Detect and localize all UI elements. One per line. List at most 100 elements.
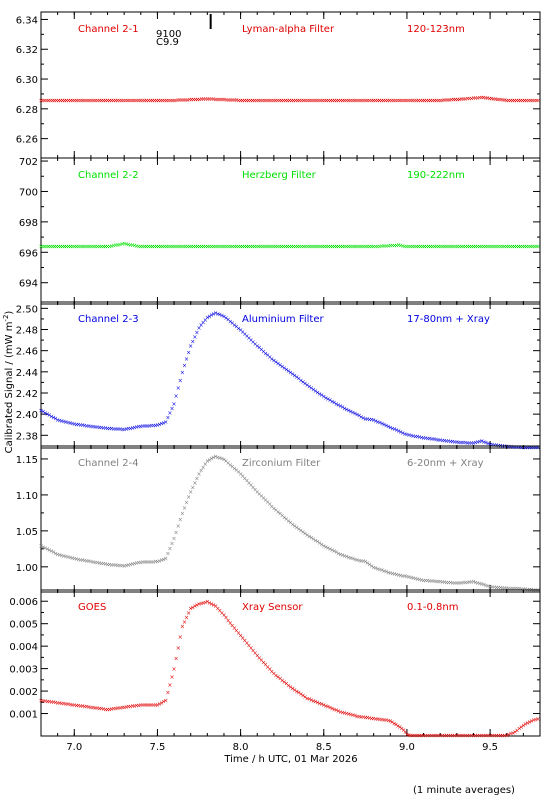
data-point: × xyxy=(155,559,160,566)
data-point: × xyxy=(232,322,237,329)
panel-label-1: Channel 2-4 xyxy=(78,458,139,469)
data-point: × xyxy=(479,732,484,739)
data-point: × xyxy=(463,440,468,447)
data-point: × xyxy=(508,444,513,451)
data-point: × xyxy=(258,97,263,104)
data-point: × xyxy=(72,97,77,104)
data-point: × xyxy=(194,329,199,336)
data-point: × xyxy=(402,97,407,104)
data-point: × xyxy=(515,727,520,734)
data-point: × xyxy=(299,97,304,104)
data-point: × xyxy=(179,244,184,251)
data-point: × xyxy=(80,422,85,429)
data-point: × xyxy=(375,243,380,250)
data-point: × xyxy=(242,97,247,104)
data-point: × xyxy=(150,97,155,104)
x-tick-label: 8.0 xyxy=(233,742,249,753)
data-point: × xyxy=(510,444,515,451)
data-point: × xyxy=(120,426,125,433)
data-point: × xyxy=(269,356,274,363)
data-point: × xyxy=(432,244,437,251)
data-point: × xyxy=(117,563,122,570)
data-point: × xyxy=(520,244,525,251)
data-point: × xyxy=(519,724,524,731)
y-tick-label: 6.32 xyxy=(16,45,38,56)
data-point: × xyxy=(303,530,308,537)
data-point: × xyxy=(473,244,478,251)
data-point: × xyxy=(201,600,206,607)
data-point: × xyxy=(153,702,158,709)
y-tick-label: 0.004 xyxy=(9,642,38,653)
data-point: × xyxy=(151,702,156,709)
data-point: × xyxy=(254,244,259,251)
data-point: × xyxy=(395,723,400,730)
data-point: × xyxy=(446,438,451,445)
data-point: × xyxy=(467,579,472,586)
data-point: × xyxy=(276,509,281,516)
data-point: × xyxy=(300,379,305,386)
data-point: × xyxy=(269,503,274,510)
data-point: × xyxy=(409,433,414,440)
data-point: × xyxy=(517,586,522,593)
data-point: × xyxy=(263,662,268,669)
data-point: × xyxy=(305,532,310,539)
data-point: × xyxy=(300,529,305,536)
data-point: × xyxy=(506,244,511,251)
data-point: × xyxy=(332,400,337,407)
data-point: × xyxy=(153,559,158,566)
data-point: × xyxy=(99,560,104,567)
data-point: × xyxy=(434,732,439,739)
data-point: × xyxy=(264,97,269,104)
data-point: × xyxy=(203,244,208,251)
data-point: × xyxy=(355,412,360,419)
data-point: × xyxy=(46,97,51,104)
data-point: × xyxy=(340,244,345,251)
data-point: × xyxy=(74,97,79,104)
data-point: × xyxy=(513,444,518,451)
data-point: × xyxy=(180,623,185,630)
data-point: × xyxy=(440,437,445,444)
data-point: × xyxy=(88,423,93,430)
data-point: × xyxy=(217,244,222,251)
data-point: × xyxy=(86,558,91,565)
data-point: × xyxy=(292,523,297,530)
data-point: × xyxy=(488,441,493,448)
data-point: × xyxy=(479,581,484,588)
data-point: × xyxy=(316,97,321,104)
data-point: × xyxy=(413,732,418,739)
data-point: × xyxy=(526,244,531,251)
data-point: × xyxy=(246,480,251,487)
data-point: × xyxy=(244,97,249,104)
data-point: × xyxy=(151,422,156,429)
data-point: × xyxy=(170,97,175,104)
data-point: × xyxy=(394,571,399,578)
data-point: × xyxy=(524,97,529,104)
data-point: × xyxy=(338,244,343,251)
data-point: × xyxy=(456,732,461,739)
y-tick-label: 0.001 xyxy=(9,710,38,721)
data-point: × xyxy=(269,244,274,251)
data-point: × xyxy=(147,702,152,709)
data-point: × xyxy=(332,97,337,104)
data-point: × xyxy=(211,311,216,318)
data-point: × xyxy=(160,244,165,251)
data-point: × xyxy=(453,96,458,103)
data-point: × xyxy=(203,317,208,324)
data-point: × xyxy=(41,409,46,416)
data-point: × xyxy=(313,537,318,544)
data-point: × xyxy=(53,550,58,557)
data-point: × xyxy=(70,555,75,562)
data-point: × xyxy=(68,701,73,708)
data-point: × xyxy=(188,605,193,612)
data-point: × xyxy=(257,491,262,498)
data-point: × xyxy=(354,97,359,104)
data-point: × xyxy=(281,244,286,251)
data-point: × xyxy=(471,95,476,102)
data-point: × xyxy=(219,97,224,104)
data-point: × xyxy=(361,714,366,721)
data-point: × xyxy=(288,520,293,527)
data-point: × xyxy=(384,243,389,250)
data-point: × xyxy=(117,426,122,433)
data-point: × xyxy=(449,244,454,251)
